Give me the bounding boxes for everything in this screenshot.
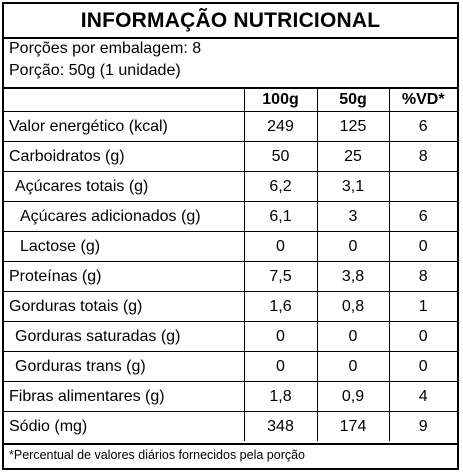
value-100g: 0: [243, 351, 318, 382]
nutrition-facts-panel: INFORMAÇÃO NUTRICIONAL Porções por embal…: [2, 2, 459, 470]
table-row: Gorduras trans (g) 0 0 0: [4, 351, 457, 382]
nutrient-label: Valor energético (kcal): [4, 111, 245, 142]
serving-size: Porção: 50g (1 unidade): [9, 62, 181, 79]
value-50g: 0,8: [316, 291, 390, 322]
value-100g: 6,1: [243, 201, 318, 232]
nutrient-label: Gorduras trans (g): [4, 351, 245, 382]
header-cell-label: [4, 89, 245, 112]
table-row: Açúcares adicionados (g) 6,1 3 6: [4, 201, 457, 232]
value-vd: 6: [388, 111, 457, 142]
value-vd: 0: [388, 351, 457, 382]
value-50g: 0,9: [316, 381, 390, 412]
header-cell-50g: 50g: [316, 89, 390, 112]
nutrient-label: Sódio (mg): [4, 411, 245, 441]
value-vd: 8: [388, 141, 457, 172]
divider: [4, 87, 457, 89]
value-50g: 0: [316, 321, 390, 352]
value-vd: 9: [388, 411, 457, 441]
value-100g: 0: [243, 231, 318, 262]
table-row: Lactose (g) 0 0 0: [4, 231, 457, 262]
header-cell-100g: 100g: [243, 89, 318, 112]
table-row: Gorduras totais (g) 1,6 0,8 1: [4, 291, 457, 322]
value-50g: 3: [316, 201, 390, 232]
value-100g: 348: [243, 411, 318, 441]
nutrient-label: Açúcares totais (g): [4, 171, 245, 202]
value-50g: 0: [316, 351, 390, 382]
value-100g: 0: [243, 321, 318, 352]
table-header-row: 100g 50g %VD*: [4, 89, 457, 112]
value-50g: 174: [316, 411, 390, 441]
table-row: Gorduras saturadas (g) 0 0 0: [4, 321, 457, 352]
nutrient-label: Gorduras saturadas (g): [4, 321, 245, 352]
value-vd: 6: [388, 201, 457, 232]
value-100g: 7,5: [243, 261, 318, 292]
value-100g: 6,2: [243, 171, 318, 202]
nutrient-label: Carboidratos (g): [4, 141, 245, 172]
nutrient-label: Gorduras totais (g): [4, 291, 245, 322]
value-vd: 8: [388, 261, 457, 292]
value-50g: 25: [316, 141, 390, 172]
footnote: *Percentual de valores diários fornecido…: [9, 448, 306, 462]
value-100g: 50: [243, 141, 318, 172]
value-100g: 1,8: [243, 381, 318, 412]
value-50g: 3,1: [316, 171, 390, 202]
table-row: Proteínas (g) 7,5 3,8 8: [4, 261, 457, 292]
nutrient-label: Lactose (g): [4, 231, 245, 262]
servings-per-package: Porções por embalagem: 8: [9, 40, 202, 57]
value-vd: 0: [388, 231, 457, 262]
table-row: Carboidratos (g) 50 25 8: [4, 141, 457, 172]
value-50g: 0: [316, 231, 390, 262]
nutrient-label: Açúcares adicionados (g): [4, 201, 245, 232]
nutrient-label: Fibras alimentares (g): [4, 381, 245, 412]
value-50g: 125: [316, 111, 390, 142]
table-row: Valor energético (kcal) 249 125 6: [4, 111, 457, 142]
value-50g: 3,8: [316, 261, 390, 292]
value-vd: [388, 171, 457, 202]
nutrient-label: Proteínas (g): [4, 261, 245, 292]
value-vd: 1: [388, 291, 457, 322]
value-100g: 249: [243, 111, 318, 142]
divider: [4, 443, 457, 445]
value-100g: 1,6: [243, 291, 318, 322]
value-vd: 0: [388, 321, 457, 352]
table-row: Sódio (mg) 348 174 9: [4, 411, 457, 441]
nutrition-table: 100g 50g %VD* Valor energético (kcal) 249…: [4, 89, 457, 441]
table-row: Açúcares totais (g) 6,2 3,1: [4, 171, 457, 202]
panel-title: INFORMAÇÃO NUTRICIONAL: [4, 4, 457, 39]
header-cell-vd: %VD*: [388, 89, 457, 112]
value-vd: 4: [388, 381, 457, 412]
table-row: Fibras alimentares (g) 1,8 0,9 4: [4, 381, 457, 412]
